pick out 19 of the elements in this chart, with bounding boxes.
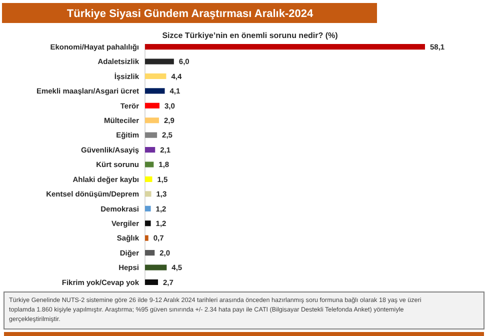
bar [145, 176, 152, 182]
bar [145, 235, 148, 241]
bar [145, 118, 159, 124]
bar [145, 191, 152, 197]
bar [145, 88, 165, 94]
bar [145, 58, 174, 64]
bar [145, 264, 167, 270]
chart-subtitle: Sizce Türkiye’nin en önemli sorunu nedir? (%) [162, 31, 338, 40]
bar [145, 162, 154, 168]
bar [145, 132, 158, 138]
chart-title: Türkiye Siyasi Gündem Araştırması Aralık-2024 [66, 8, 314, 20]
bar [145, 44, 425, 50]
bar [145, 279, 158, 285]
bar [145, 146, 156, 153]
bar [145, 102, 160, 108]
bar [145, 206, 151, 212]
bar [145, 250, 155, 256]
bar [145, 220, 151, 226]
bar [145, 73, 166, 80]
